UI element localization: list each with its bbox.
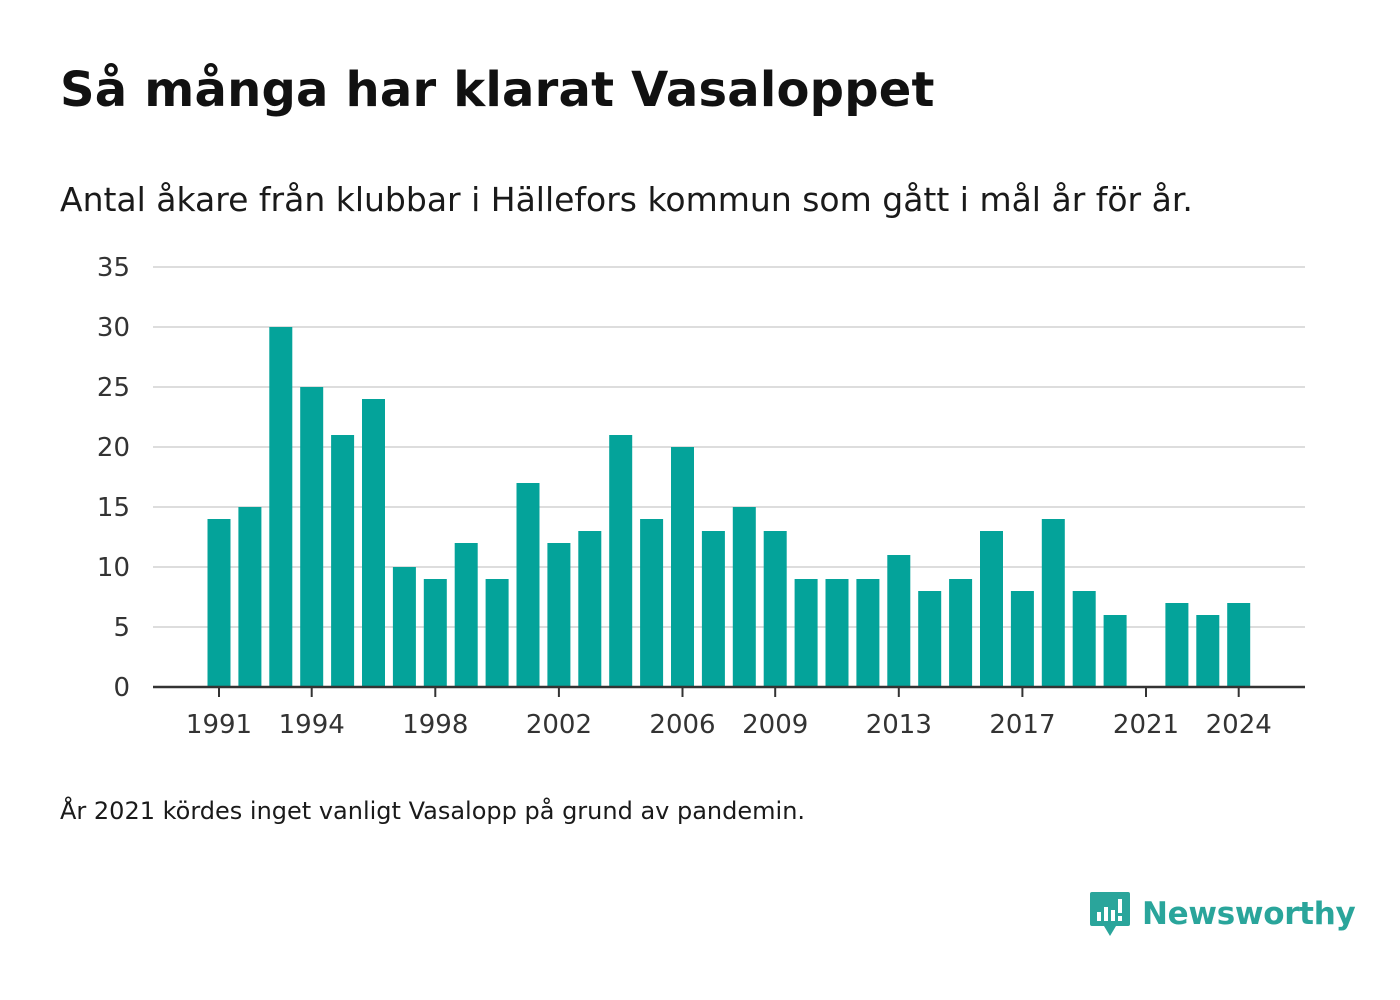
bar-1992: [238, 507, 262, 687]
bar-1999: [454, 543, 478, 687]
x-tick-label: 2006: [649, 710, 715, 740]
bar-2009: [763, 531, 787, 687]
bar-2001: [516, 483, 540, 687]
bar-2023: [1196, 615, 1220, 687]
y-tick-label: 15: [97, 493, 130, 523]
x-axis: [153, 685, 1305, 697]
bar-2022: [1165, 603, 1189, 687]
x-tick-label: 2021: [1113, 710, 1179, 740]
x-tick-label: 2002: [526, 710, 592, 740]
y-tick-label: 0: [113, 673, 130, 703]
y-tick-label: 20: [97, 433, 130, 463]
bar-1993: [269, 327, 293, 687]
chart-title: Så många har klarat Vasaloppet: [60, 62, 935, 118]
bar-2024: [1227, 603, 1251, 687]
bars: [207, 327, 1251, 687]
y-tick-label: 25: [97, 373, 130, 403]
y-tick-label: 35: [97, 253, 130, 283]
bar-2006: [671, 447, 694, 687]
x-tick-label: 2024: [1206, 710, 1272, 740]
x-axis-labels: 1991 1994 1998 2002 2006 2009 2013 2017 2021 2024: [186, 710, 1272, 740]
bar-2020: [1103, 615, 1127, 687]
bar-1994: [300, 387, 324, 687]
bar-2017: [1010, 591, 1034, 687]
bar-1996: [362, 399, 385, 687]
bar-2018: [1041, 519, 1065, 687]
y-tick-label: 5: [113, 613, 130, 643]
y-axis-labels: 0 5 10 15 20 25 30 35: [97, 253, 130, 703]
bar-2010: [794, 579, 818, 687]
brand-name: Newsworthy: [1142, 896, 1356, 932]
bar-2008: [732, 507, 756, 687]
bar-1998: [423, 579, 447, 687]
bar-2007: [701, 531, 725, 687]
gridlines: [153, 266, 1305, 628]
bar-1995: [331, 435, 355, 687]
bar-2014: [918, 591, 942, 687]
bar-2011: [825, 579, 849, 687]
bar-chart: 0 5 10 15 20 25 30 35 1991 1994 1998 2002 2006 2009 2…: [97, 253, 1305, 740]
x-tick-label: 1991: [186, 710, 252, 740]
bar-2005: [640, 519, 664, 687]
x-tick-label: 2009: [742, 710, 808, 740]
chart-subtitle: Antal åkare från klubbar i Hällefors kom…: [60, 180, 1193, 219]
x-tick-label: 2017: [989, 710, 1055, 740]
newsworthy-logo-icon: [1090, 892, 1130, 936]
bar-2002: [547, 543, 571, 687]
x-tick-label: 1998: [402, 710, 468, 740]
bar-2019: [1072, 591, 1096, 687]
footnote: År 2021 kördes inget vanligt Vasalopp på…: [60, 797, 806, 825]
bar-1991: [207, 519, 231, 687]
bar-2003: [578, 531, 602, 687]
bar-2012: [856, 579, 880, 687]
bar-2015: [949, 579, 973, 687]
y-tick-label: 10: [97, 553, 130, 583]
x-tick-label: 1994: [279, 710, 345, 740]
bar-1997: [392, 567, 416, 687]
bar-2004: [609, 435, 633, 687]
brand-logo: Newsworthy: [1088, 890, 1356, 938]
y-tick-label: 30: [97, 313, 130, 343]
x-tick-label: 2013: [866, 710, 932, 740]
bar-2013: [887, 555, 911, 687]
bar-2000: [485, 579, 509, 687]
bar-2016: [980, 531, 1003, 687]
